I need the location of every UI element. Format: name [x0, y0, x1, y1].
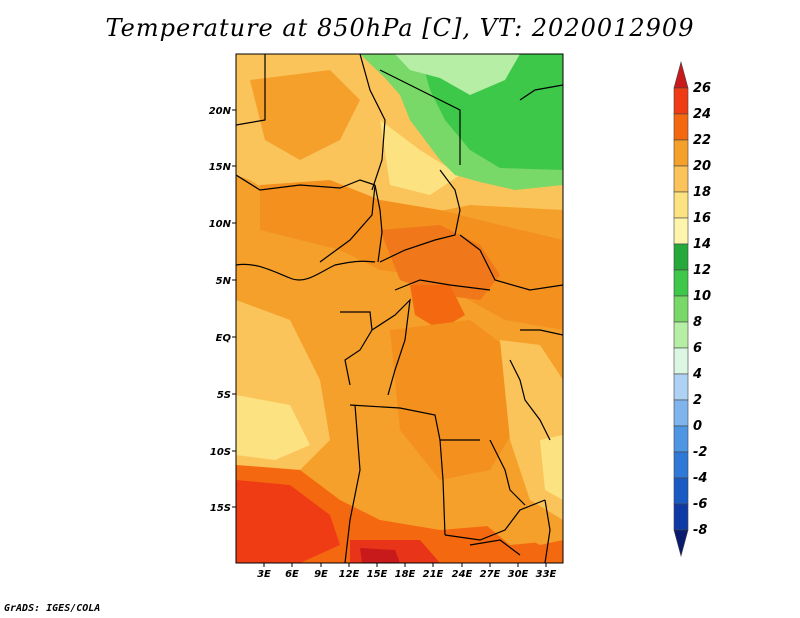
lat-label: 5N	[216, 276, 232, 287]
colorbar-swatch	[673, 451, 689, 479]
colorbar-swatch	[673, 165, 689, 193]
colorbar-label: -8	[693, 523, 707, 538]
colorbar-swatch	[673, 477, 689, 505]
lon-label: 24E	[452, 569, 473, 580]
colorbar-label: 18	[693, 185, 711, 200]
lon-label: 15E	[367, 569, 388, 580]
colorbar-swatch	[673, 139, 689, 167]
lon-label: 12E	[339, 569, 360, 580]
grads-credit: GrADS: IGES/COLA	[4, 603, 101, 614]
lon-axis: 3E 6E 9E 12E 15E 18E 21E 24E 27E 30E 33E	[257, 563, 557, 580]
lat-label: 15S	[210, 503, 231, 514]
colorbar-swatch	[673, 347, 689, 375]
lat-label: 15N	[209, 162, 232, 173]
colorbar-label: 4	[692, 367, 702, 382]
colorbar-swatch	[673, 373, 689, 401]
colorbar-label: 22	[693, 133, 711, 148]
colorbar-swatch	[673, 191, 689, 219]
lon-label: 30E	[508, 569, 529, 580]
colorbar-swatch	[673, 399, 689, 427]
lat-label: 10N	[209, 219, 232, 230]
lon-label: 21E	[423, 569, 444, 580]
colorbar-label: -6	[693, 497, 707, 512]
colorbar-swatch	[673, 217, 689, 245]
colorbar-swatch	[673, 295, 689, 323]
lat-label: EQ	[216, 333, 232, 344]
map-frame	[235, 53, 564, 564]
lon-label: 27E	[480, 569, 501, 580]
map-title: Temperature at 850hPa [C], VT: 202001290…	[105, 14, 695, 42]
lon-label: 18E	[395, 569, 416, 580]
colorbar-swatch	[673, 243, 689, 271]
colorbar-swatch	[673, 269, 689, 297]
lat-axis: 20N 15N 10N 5N EQ 5S 10S 15S	[209, 106, 236, 514]
colorbar-label: 6	[693, 341, 702, 356]
colorbar-label: 20	[693, 159, 711, 174]
colorbar-label: 12	[693, 263, 711, 278]
colorbar-swatch	[673, 503, 689, 531]
colorbar-label: 26	[693, 81, 711, 96]
lon-label: 6E	[285, 569, 299, 580]
colorbar-swatch	[673, 60, 689, 89]
colorbar-label: 16	[693, 211, 711, 226]
colorbar-label: -4	[693, 471, 707, 486]
colorbar-swatch	[673, 529, 689, 558]
colorbar-swatch	[673, 425, 689, 453]
colorbar-label: -2	[693, 445, 707, 460]
colorbar-swatch	[673, 113, 689, 141]
colorbar-label: 0	[693, 419, 702, 434]
colorbar-swatch	[673, 87, 689, 115]
colorbar	[673, 60, 689, 558]
colorbar-label: 14	[693, 237, 711, 252]
lat-label: 10S	[210, 447, 231, 458]
colorbar-swatch	[673, 321, 689, 349]
colorbar-label: 2	[693, 393, 702, 408]
colorbar-label: 8	[693, 315, 702, 330]
lat-label: 5S	[217, 390, 231, 401]
lon-label: 9E	[314, 569, 328, 580]
lat-label: 20N	[209, 106, 232, 117]
lon-label: 33E	[536, 569, 557, 580]
country-borders	[236, 54, 563, 563]
colorbar-labels: 26 24 22 20 18 16 14 12 10 8 6 4 2 0 -2 …	[692, 81, 711, 538]
temperature-field	[236, 54, 563, 563]
colorbar-label: 10	[693, 289, 711, 304]
colorbar-label: 24	[693, 107, 711, 122]
lon-label: 3E	[257, 569, 271, 580]
